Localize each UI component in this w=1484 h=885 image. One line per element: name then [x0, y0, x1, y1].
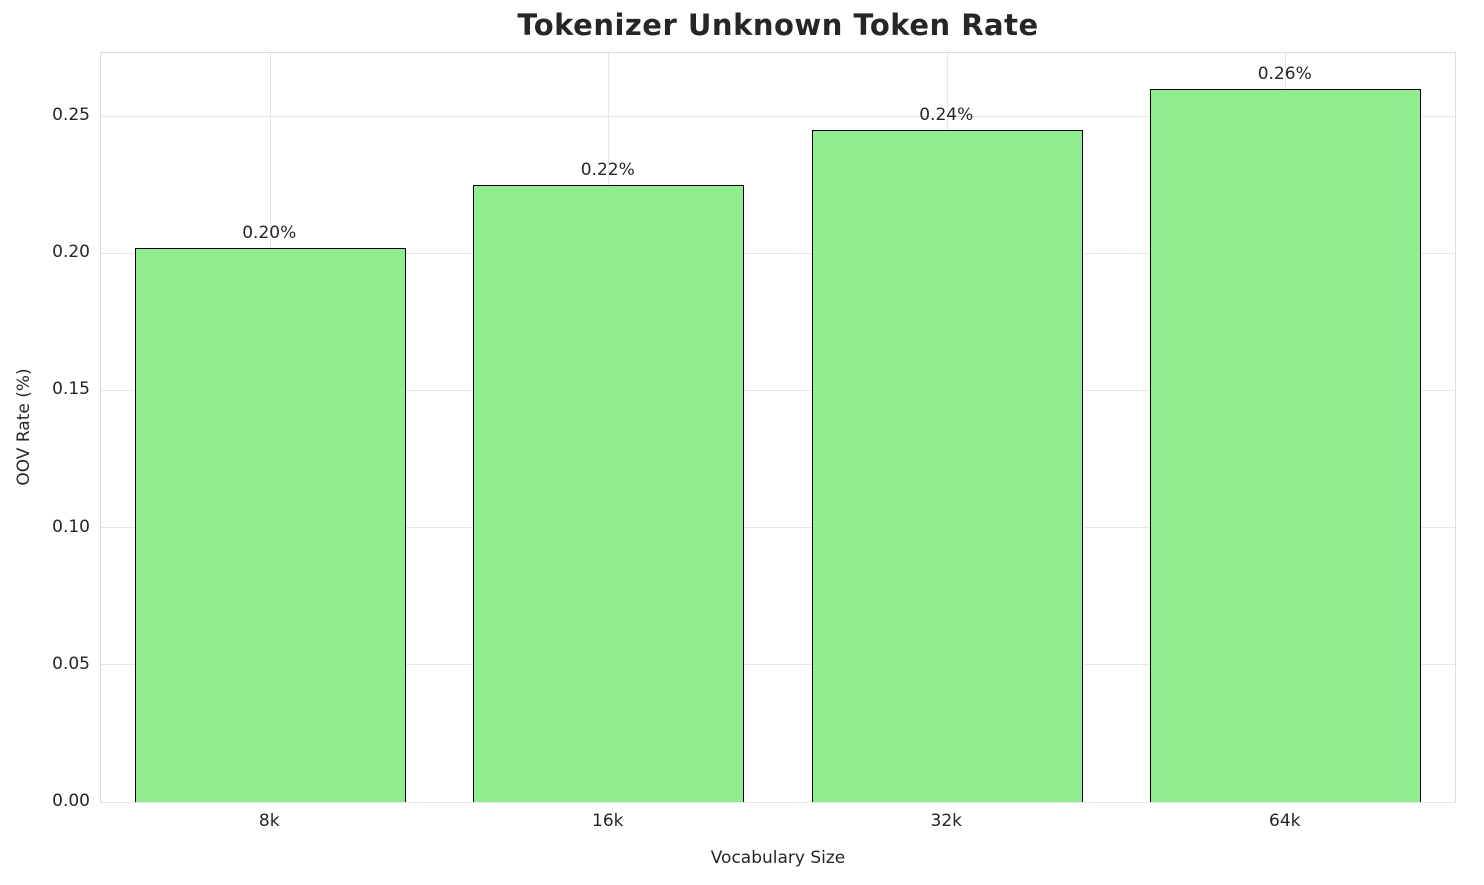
y-tick-label: 0.05 — [52, 653, 90, 674]
bar-value-label: 0.22% — [580, 159, 635, 180]
y-gridline — [101, 801, 1455, 803]
y-gridline — [101, 389, 1455, 391]
x-axis-label: Vocabulary Size — [710, 848, 846, 868]
y-tick-label: 0.15 — [52, 379, 90, 400]
bar-64k — [1150, 88, 1422, 802]
x-tick-label: 16k — [592, 811, 624, 831]
x-tick-label: 32k — [930, 811, 962, 831]
bar-16k — [473, 184, 745, 802]
y-gridline — [101, 252, 1455, 254]
bar-value-label: 0.26% — [1257, 63, 1312, 84]
plot-area — [100, 52, 1456, 803]
y-tick-label: 0.20 — [52, 242, 90, 263]
y-gridline — [101, 664, 1455, 666]
y-gridline — [101, 527, 1455, 529]
bar-value-label: 0.20% — [242, 222, 297, 243]
bar-value-label: 0.24% — [919, 104, 974, 125]
y-tick-label: 0.25 — [52, 105, 90, 126]
x-tick-label: 8k — [258, 811, 280, 831]
chart-title: Tokenizer Unknown Token Rate — [517, 8, 1039, 42]
y-gridline — [101, 115, 1455, 117]
y-tick-label: 0.10 — [52, 516, 90, 537]
y-tick-label: 0.00 — [52, 791, 90, 811]
bar-32k — [811, 129, 1083, 802]
x-tick-label: 64k — [1269, 811, 1301, 831]
bar-8k — [134, 247, 406, 802]
